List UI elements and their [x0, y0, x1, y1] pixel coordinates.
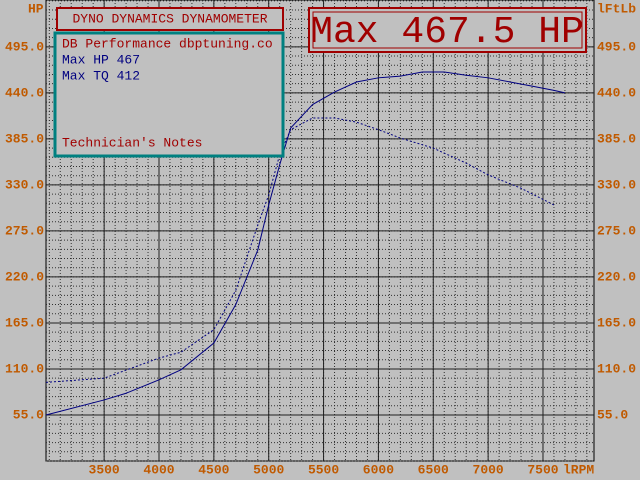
headline-box [308, 7, 587, 53]
y-tick-label: 55.0 [13, 407, 44, 422]
x-tick-label: 4500 [198, 462, 229, 477]
x-tick-label: 4000 [143, 462, 174, 477]
y-axis-label: HP [28, 1, 44, 16]
y-tick-label: 495.0 [5, 39, 44, 54]
headline-box-inner [312, 11, 583, 49]
chart-title: DYNO DYNAMICS DYNAMOMETER [72, 11, 267, 26]
x-tick-label: 3500 [89, 462, 120, 477]
y2-tick-label: 495.0 [597, 39, 636, 54]
y-tick-label: 440.0 [5, 85, 44, 100]
series-line [45, 71, 566, 416]
y2-tick-label: 110.0 [597, 361, 636, 376]
y-tick-label: 385.0 [5, 131, 44, 146]
y-tick-label: 220.0 [5, 269, 44, 284]
y-tick-label: 330.0 [5, 177, 44, 192]
title-box [56, 7, 284, 31]
notes-title: Technician's Notes [62, 135, 202, 150]
y2-tick-label: 330.0 [597, 177, 636, 192]
headline: Max 467.5 HP [310, 11, 584, 54]
x-tick-label: 7000 [473, 462, 504, 477]
y2-tick-label: 220.0 [597, 269, 636, 284]
y2-tick-label: 275.0 [597, 223, 636, 238]
x-tick-label: 5500 [308, 462, 339, 477]
y-tick-label: 165.0 [5, 315, 44, 330]
y-tick-label: 110.0 [5, 361, 44, 376]
x-tick-label: 6500 [418, 462, 449, 477]
x-tick-label: 7500 [527, 462, 558, 477]
x-tick-label: 5000 [253, 462, 284, 477]
y2-axis-label: lFtLb [597, 1, 636, 16]
x-axis-label: lRPM [563, 462, 594, 477]
info-line: Max HP 467 [62, 52, 140, 67]
info-box [53, 31, 285, 158]
y2-tick-label: 165.0 [597, 315, 636, 330]
info-line: DB Performance dbptuning.co [62, 36, 273, 51]
x-tick-label: 6000 [363, 462, 394, 477]
y2-tick-label: 55.0 [597, 407, 628, 422]
y2-tick-label: 440.0 [597, 85, 636, 100]
info-line: Max TQ 412 [62, 68, 140, 83]
y-tick-label: 275.0 [5, 223, 44, 238]
y2-tick-label: 385.0 [597, 131, 636, 146]
